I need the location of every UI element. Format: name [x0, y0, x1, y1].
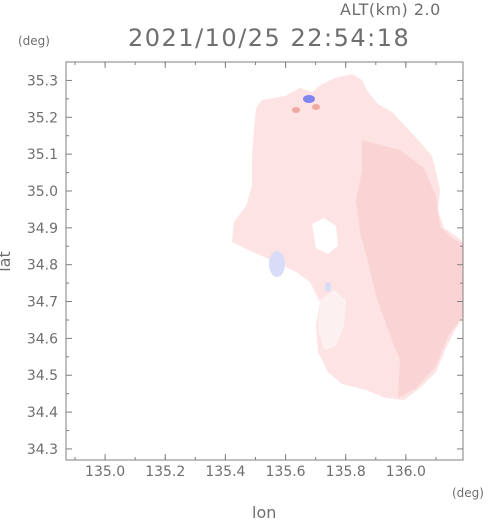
- y-tick-label-5: 34.8: [27, 258, 58, 274]
- negative-spot: [303, 95, 315, 103]
- timestamp-title: 2021/10/25 22:54:18: [128, 24, 411, 52]
- y-tick-label-1: 34.4: [27, 405, 58, 421]
- y-tick-label-0: 34.3: [27, 442, 58, 458]
- x-axis-label: lon: [252, 503, 277, 522]
- y-tick-label-7: 35.0: [27, 184, 58, 200]
- ticks-layer: 135.0 135.2 135.4 135.6 135.8 136.0 34.3 34.4 34…: [27, 62, 463, 480]
- y-tick-label-4: 34.7: [27, 295, 58, 311]
- y-tick-label-9: 35.2: [27, 110, 58, 126]
- y-tick-label-3: 34.6: [27, 331, 58, 347]
- positive-spot-2: [312, 104, 320, 110]
- x-unit-label: (deg): [452, 486, 484, 500]
- negative-region: [269, 251, 285, 277]
- x-tick-label-3: 135.6: [266, 464, 306, 480]
- axes-layer: [65, 61, 464, 461]
- x-tick-label-4: 135.8: [326, 464, 366, 480]
- echo-field-dense: [356, 140, 463, 398]
- y-tick-label-6: 34.9: [27, 221, 58, 237]
- y-tick-label-2: 34.5: [27, 368, 58, 384]
- x-tick-label-5: 136.0: [386, 464, 426, 480]
- y-tick-label-8: 35.1: [27, 147, 58, 163]
- x-tick-label-1: 135.2: [145, 464, 185, 480]
- y-unit-label: (deg): [18, 34, 50, 48]
- plot-frame: [65, 61, 464, 461]
- field-layer: [232, 74, 463, 400]
- positive-spot: [292, 107, 300, 113]
- altitude-label: ALT(km) 2.0: [340, 0, 441, 19]
- x-tick-label-0: 135.0: [85, 464, 125, 480]
- echo-gap: [312, 218, 338, 254]
- y-tick-label-10: 35.3: [27, 73, 58, 89]
- x-tick-label-2: 135.4: [205, 464, 245, 480]
- negative-spot-2: [325, 282, 331, 292]
- echo-field-light: [318, 290, 346, 350]
